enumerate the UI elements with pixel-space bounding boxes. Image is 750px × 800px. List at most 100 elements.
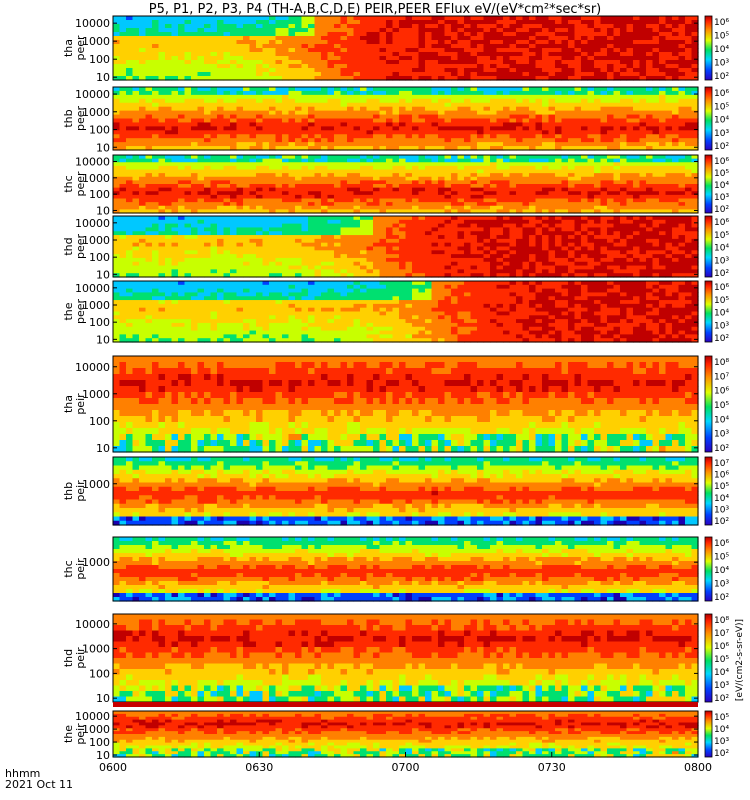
panel-label: peir — [74, 558, 87, 580]
panel-label: peer — [74, 234, 87, 260]
y-tick-label: 10 — [96, 442, 110, 455]
colorbar-tick-label: 10² — [714, 749, 729, 759]
x-tick-label: 0730 — [538, 761, 566, 774]
x-tick-label: 0630 — [245, 761, 273, 774]
colorbar-tick-label: 10⁸ — [714, 358, 729, 368]
colorbar-tick-label: 10² — [714, 444, 729, 454]
colorbar-tick-label: 10⁵ — [714, 482, 729, 492]
y-tick-label: 100 — [89, 736, 110, 749]
y-tick-label: 10 — [96, 268, 110, 281]
colorbar-tick-label: 10⁴ — [714, 415, 729, 425]
panel-label: peer — [74, 35, 87, 61]
colorbar-tick-label: 10³ — [714, 256, 729, 266]
colorbar-tick-label: 10⁶ — [714, 89, 729, 99]
y-tick-label: 10000 — [75, 88, 110, 101]
colorbar-tick-label: 10⁴ — [714, 244, 729, 254]
y-tick-label: 100 — [89, 667, 110, 680]
y-tick-label: 10000 — [75, 618, 110, 631]
colorbar-tick-label: 10³ — [714, 430, 729, 440]
colorbar-tick-label: 10⁷ — [714, 372, 729, 382]
colorbar-tick-label: 10³ — [714, 193, 729, 203]
y-tick-label: 10000 — [75, 282, 110, 295]
colorbar-tick-label: 10⁶ — [714, 157, 729, 167]
panel-label: peer — [74, 171, 87, 197]
y-tick-label: 10000 — [75, 17, 110, 30]
y-tick-label: 10 — [96, 141, 110, 154]
colorbar-tick-label: 10⁶ — [714, 218, 729, 228]
colorbar-tick-label: 10⁵ — [714, 296, 729, 306]
colorbar-tick-label: 10⁴ — [714, 566, 729, 576]
colorbar-tick-label: 10³ — [714, 737, 729, 747]
colorbar: 10⁶ 10⁵ 10⁴ 10³ 10² — [705, 87, 729, 152]
colorbar-tick-label: 10⁶ — [714, 642, 729, 652]
colorbar-tick-label: 10⁴ — [714, 494, 729, 504]
colorbar-tick-label: 10⁴ — [714, 181, 729, 191]
colorbar-tick-label: 10⁷ — [714, 459, 729, 469]
colorbar: 10⁶ 10⁵ 10⁴ 10³ 10² — [705, 216, 729, 279]
colorbar-tick-label: 10⁵ — [714, 169, 729, 179]
y-tick-label: 10000 — [75, 361, 110, 374]
colorbar: 10⁸ 10⁷ 10⁶ 10⁵ 10⁴ 10³ 10² — [705, 356, 729, 454]
colorbar-tick-label: 10⁴ — [714, 116, 729, 126]
colorbar-tick-label: 10³ — [714, 580, 729, 590]
y-tick-label: 100 — [89, 415, 110, 428]
colorbar-tick-label: 10⁵ — [714, 32, 729, 42]
panel-label: peer — [74, 106, 87, 132]
colorbar-tick-label: 10² — [714, 334, 729, 344]
y-tick-label: 100 — [89, 188, 110, 201]
y-tick-label: 10000 — [75, 217, 110, 230]
y-tick-label: 10000 — [75, 155, 110, 168]
y-tick-label: 10 — [96, 692, 110, 705]
colorbar-tick-label: 10⁶ — [714, 539, 729, 549]
x-tick-label: 0600 — [99, 761, 127, 774]
y-tick-label: 100 — [89, 124, 110, 137]
colorbar-tick-label: 10⁵ — [714, 102, 729, 112]
panel-label: peir — [74, 647, 87, 669]
colorbar-tick-label: 10⁶ — [714, 471, 729, 481]
y-tick-label: 10000 — [75, 710, 110, 723]
colorbar-tick-label: 10⁵ — [714, 231, 729, 241]
colorbar-tick-label: 10⁶ — [714, 387, 729, 397]
panel-label: peer — [74, 299, 87, 325]
colorbar-tick-label: 10² — [714, 142, 729, 152]
y-tick-label: 10 — [96, 71, 110, 84]
colorbar-tick-label: 10⁴ — [714, 45, 729, 55]
panel-label: peir — [74, 723, 87, 745]
x-tick-label: 0700 — [392, 761, 420, 774]
colorbar-tick-label: 10² — [714, 694, 729, 704]
colorbar-tick-label: 10² — [714, 269, 729, 279]
colorbar-tick-label: 10⁶ — [714, 18, 729, 28]
saturation-band — [113, 702, 698, 707]
colorbar-tick-label: 10³ — [714, 129, 729, 139]
colorbar-tick-label: 10⁵ — [714, 401, 729, 411]
colorbar-tick-label: 10⁷ — [714, 629, 729, 639]
panel-label: peir — [74, 393, 87, 415]
y-tick-label: 10 — [96, 333, 110, 346]
y-tick-label: 100 — [89, 251, 110, 264]
y-tick-label: 100 — [89, 316, 110, 329]
date-label: 2021 Oct 11 — [5, 778, 73, 791]
colorbar-tick-label: 10⁸ — [714, 616, 729, 626]
colorbar-tick-label: 10² — [714, 72, 729, 82]
colorbar-tick-label: 10⁶ — [714, 283, 729, 293]
colorbar-tick-label: 10³ — [714, 321, 729, 331]
y-tick-label: 100 — [89, 53, 110, 66]
y-tick-label: 10 — [96, 204, 110, 217]
spectrogram-figure: 10000100010010tha peer10⁶10⁵10⁴10³10²1000… — [0, 0, 750, 800]
